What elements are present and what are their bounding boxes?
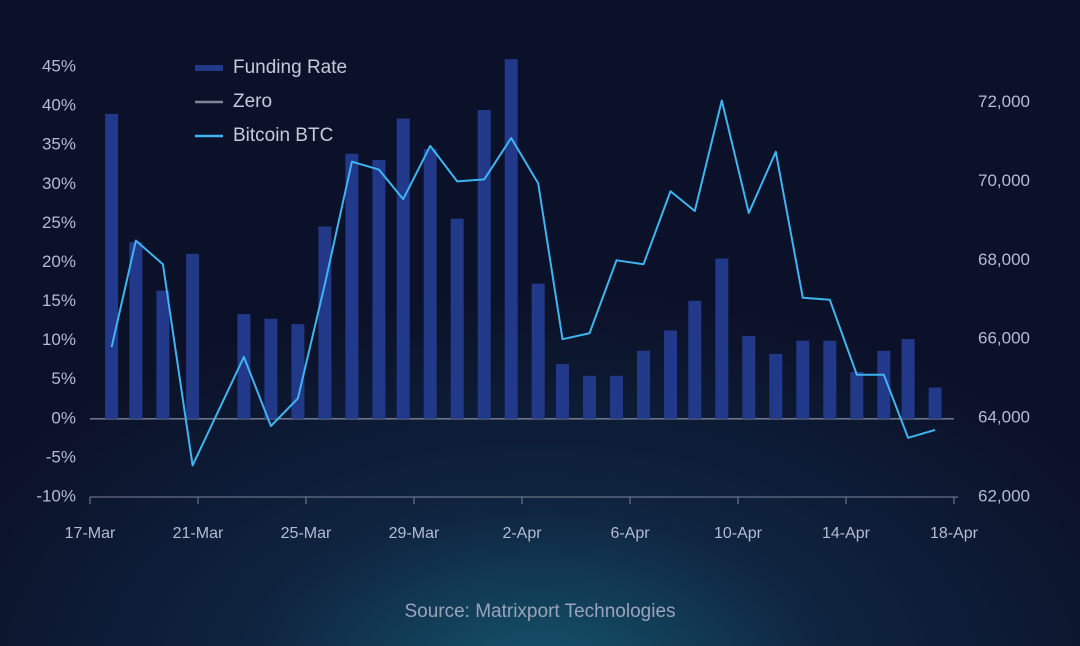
x-tick-label: 14-Apr: [822, 525, 871, 542]
x-tick-label: 17-Mar: [65, 525, 116, 542]
bar: [664, 330, 677, 419]
y-tick-label: 30%: [42, 174, 76, 193]
y2-tick-label: 66,000: [978, 329, 1030, 348]
y2-tick-label: 70,000: [978, 171, 1030, 190]
x-tick-label: 2-Apr: [502, 525, 542, 542]
y-tick-label: 10%: [42, 330, 76, 349]
bar: [504, 59, 518, 419]
y-tick-label: -10%: [36, 486, 76, 505]
y2-tick-label: 72,000: [978, 92, 1030, 111]
bar: [423, 149, 437, 419]
x-tick-label: 21-Mar: [173, 525, 224, 542]
bar: [742, 335, 756, 419]
bar: [237, 314, 251, 419]
bar: [688, 300, 702, 419]
bar: [796, 340, 810, 419]
bar: [372, 160, 386, 419]
bar: [531, 283, 545, 419]
bar: [345, 153, 359, 419]
x-tick-label: 29-Mar: [389, 525, 440, 542]
x-tick-label: 25-Mar: [281, 525, 332, 542]
bar: [715, 258, 729, 419]
bar: [105, 113, 119, 419]
y2-tick-label: 62,000: [978, 486, 1030, 505]
bar: [928, 387, 942, 419]
bar: [769, 353, 783, 419]
legend-swatch: [195, 65, 223, 71]
y-tick-label: 15%: [42, 291, 76, 310]
bar: [610, 375, 623, 419]
x-tick-label: 18-Apr: [930, 525, 979, 542]
y2-tick-label: 64,000: [978, 408, 1030, 427]
bar: [901, 339, 915, 419]
line: [110, 99, 936, 467]
bar: [291, 324, 305, 419]
bar: [823, 340, 837, 419]
bar: [556, 364, 569, 419]
y-tick-label: 35%: [42, 135, 76, 154]
y-tick-label: -5%: [46, 447, 76, 466]
bar: [583, 375, 596, 419]
bar: [264, 318, 278, 419]
bar: [850, 371, 864, 419]
bar: [318, 226, 332, 419]
y-tick-label: 0%: [51, 408, 76, 427]
y2-tick-label: 68,000: [978, 250, 1030, 269]
source: Source: Matrixport Technologies: [404, 601, 675, 622]
bar: [450, 218, 464, 419]
bar: [877, 350, 891, 419]
bar: [186, 253, 200, 419]
bar: [637, 350, 650, 419]
y-tick-label: 5%: [51, 369, 76, 388]
legend-label: Zero: [233, 91, 272, 112]
y-tick-label: 25%: [42, 213, 76, 232]
x-tick-label: 6-Apr: [610, 525, 650, 542]
y-tick-label: 40%: [42, 96, 76, 115]
bar: [156, 290, 170, 419]
y-tick-label: 45%: [42, 56, 76, 75]
bar: [477, 110, 491, 419]
y-tick-label: 20%: [42, 252, 76, 271]
bar: [396, 118, 410, 419]
legend-label: Bitcoin BTC: [233, 125, 333, 146]
legend-label: Funding Rate: [233, 57, 347, 78]
x-tick-label: 10-Apr: [714, 525, 763, 542]
bar: [129, 242, 143, 419]
